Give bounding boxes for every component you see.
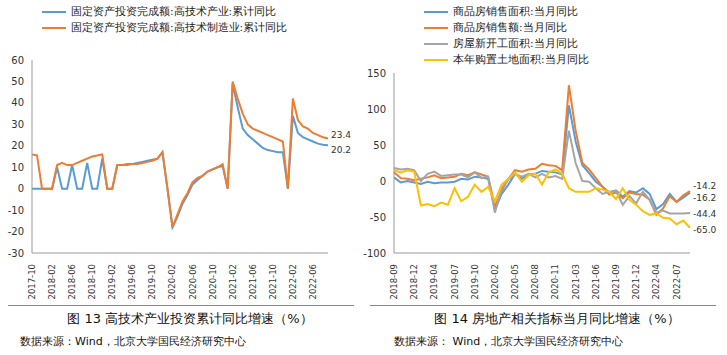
svg-text:2019-10: 2019-10: [470, 264, 480, 300]
svg-text:2018-06: 2018-06: [67, 264, 77, 300]
svg-text:2022-04: 2022-04: [651, 264, 661, 300]
svg-text:2019-02: 2019-02: [107, 264, 117, 300]
svg-text:2020-02: 2020-02: [167, 264, 177, 300]
svg-text:0: 0: [18, 183, 24, 194]
svg-text:2020-11: 2020-11: [550, 264, 560, 300]
html-text:图 13 高技术产业投资累计同比增速（%）: 图 13 高技术产业投资累计同比增速（%）: [67, 311, 313, 326]
html-text:数据来源： Wind，北京大学国民经济研究中心: 数据来源： Wind，北京大学国民经济研究中心: [394, 335, 624, 348]
svg-text:-50: -50: [370, 212, 386, 223]
svg-text:2020-02: 2020-02: [490, 264, 500, 300]
svg-text:2018-10: 2018-10: [87, 264, 97, 300]
html-text:固定资产投资完成额:高技术制造业:累计同比: 固定资产投资完成额:高技术制造业:累计同比: [71, 21, 288, 33]
svg-text:50: 50: [373, 140, 386, 151]
svg-text:-65.0: -65.0: [693, 225, 717, 235]
svg-text:150: 150: [367, 68, 386, 79]
svg-text:2020-08: 2020-08: [530, 264, 540, 300]
svg-text:2021-10: 2021-10: [268, 264, 278, 300]
svg-text:2022-06: 2022-06: [308, 264, 318, 300]
svg-text:2020-10: 2020-10: [208, 264, 218, 300]
html-text:商品房销售面积:当月同比: 商品房销售面积:当月同比: [453, 5, 578, 17]
svg-text:2022-02: 2022-02: [288, 264, 298, 300]
svg-text:2019-04: 2019-04: [429, 264, 439, 300]
svg-text:-10: -10: [8, 205, 24, 216]
svg-text:-16.2: -16.2: [693, 193, 716, 203]
svg-text:2022-07: 2022-07: [672, 264, 682, 300]
svg-text:2021-09: 2021-09: [611, 264, 621, 300]
svg-text:2017-10: 2017-10: [27, 264, 37, 300]
svg-text:0: 0: [380, 176, 386, 187]
html-text:数据来源：Wind，北京大学国民经济研究中心: 数据来源：Wind，北京大学国民经济研究中心: [20, 335, 246, 348]
svg-text:2020-06: 2020-06: [188, 264, 198, 300]
svg-text:50: 50: [11, 76, 24, 87]
svg-text:2019-10: 2019-10: [147, 264, 157, 300]
svg-text:40: 40: [11, 97, 24, 108]
html-text:商品房销售额:当月同比: 商品房销售额:当月同比: [453, 21, 567, 33]
svg-text:-100: -100: [363, 248, 386, 259]
svg-text:2021-06: 2021-06: [591, 264, 601, 300]
svg-text:23.4: 23.4: [331, 130, 351, 140]
svg-text:100: 100: [367, 104, 386, 115]
svg-text:30: 30: [11, 119, 24, 130]
html-text:本年购置土地面积:当月同比: 本年购置土地面积:当月同比: [453, 53, 589, 65]
svg-text:20.2: 20.2: [331, 145, 351, 155]
svg-text:-20: -20: [8, 226, 24, 237]
svg-text:2018-12: 2018-12: [409, 264, 419, 300]
svg-text:2020-05: 2020-05: [510, 264, 520, 300]
html-text:固定资产投资完成额:高技术产业:累计同比: 固定资产投资完成额:高技术产业:累计同比: [71, 5, 277, 17]
svg-text:2019-07: 2019-07: [450, 264, 460, 300]
svg-text:20: 20: [11, 140, 24, 151]
svg-text:2021-12: 2021-12: [631, 264, 641, 300]
svg-text:60: 60: [11, 55, 24, 66]
svg-text:2019-06: 2019-06: [127, 264, 137, 300]
html-text:房屋新开工面积:当月同比: 房屋新开工面积:当月同比: [453, 37, 578, 49]
svg-text:2018-02: 2018-02: [47, 264, 57, 300]
svg-text:-14.2: -14.2: [693, 181, 716, 191]
svg-text:2021-02: 2021-02: [228, 264, 238, 300]
svg-text:2021-03: 2021-03: [571, 264, 581, 300]
svg-text:2021-06: 2021-06: [248, 264, 258, 300]
svg-text:-44.4: -44.4: [693, 209, 717, 219]
svg-text:10: 10: [11, 162, 24, 173]
svg-text:-30: -30: [8, 248, 24, 259]
svg-text:2018-09: 2018-09: [389, 264, 399, 300]
html-text:图 14 房地产相关指标当月同比增速（%）: 图 14 房地产相关指标当月同比增速（%）: [434, 311, 680, 326]
